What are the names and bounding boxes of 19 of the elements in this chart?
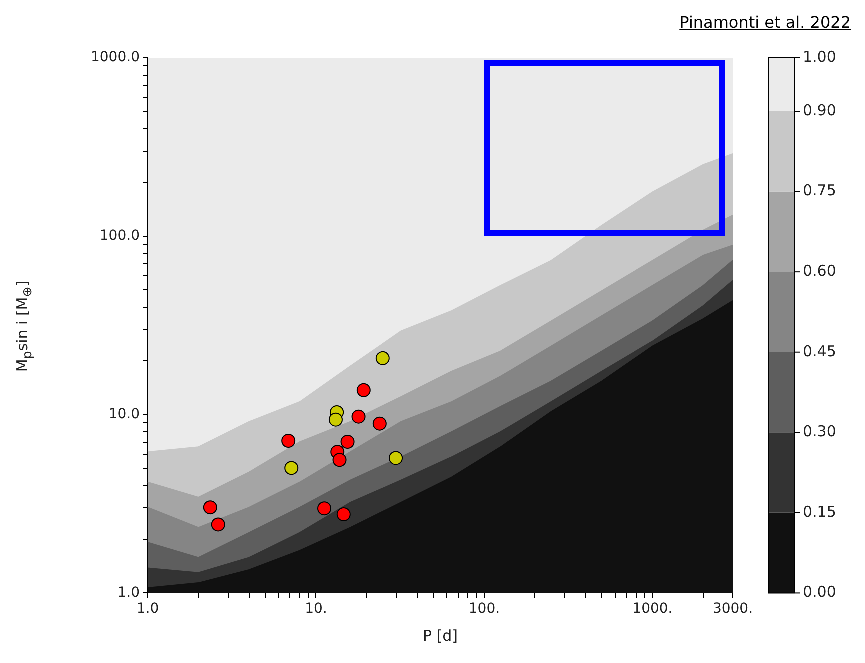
color-bar-label: 0.60	[803, 262, 836, 280]
y-tick-label: 10.0	[108, 406, 140, 422]
x-tick-label: 3000.	[712, 601, 754, 618]
x-axis-title: P [d]	[422, 627, 459, 646]
text: Pinamonti et al. 2022	[674, 12, 857, 33]
x-tick-label: 1000.	[632, 601, 673, 618]
y-tick-label: 1.0	[118, 584, 140, 601]
x-tick-label: 1.0	[136, 601, 160, 618]
color-bar-label: 0.75	[803, 182, 836, 200]
color-bar-label: 0.00	[803, 583, 836, 602]
color-bar-label: 0.45	[803, 342, 836, 360]
color-bar-label: 0.15	[803, 502, 836, 521]
x-tick-label: 10.	[305, 601, 328, 618]
y-tick-label: 1000.0	[90, 50, 140, 66]
color-bar-label: 0.30	[803, 422, 836, 441]
y-tick-label: 100.0	[100, 228, 140, 244]
color-bar-label: 0.90	[803, 101, 836, 120]
x-tick-label: 100.	[468, 601, 500, 618]
color-bar-label: 1.00	[803, 48, 836, 66]
